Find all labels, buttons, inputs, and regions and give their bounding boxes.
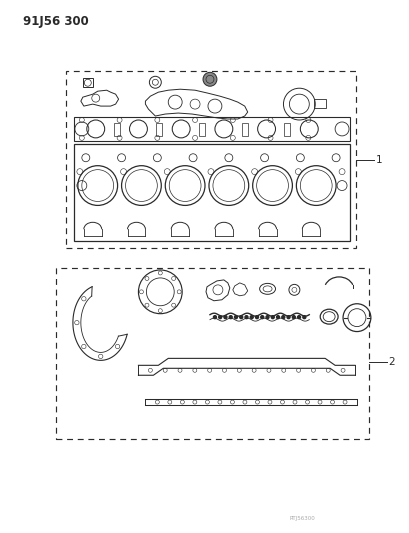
Circle shape [281,316,284,319]
Circle shape [302,316,305,319]
Circle shape [255,316,258,319]
Circle shape [218,316,221,319]
Bar [241,123,247,136]
Bar [74,117,349,141]
Bar [74,144,349,241]
Circle shape [276,316,279,319]
Circle shape [234,316,237,319]
Circle shape [245,316,247,319]
Circle shape [265,316,268,319]
Circle shape [223,316,227,319]
Circle shape [239,316,242,319]
Text: 2: 2 [388,357,394,367]
Circle shape [292,316,294,319]
Bar [156,123,162,136]
Circle shape [260,316,263,319]
Circle shape [213,316,216,319]
Circle shape [271,316,274,319]
Circle shape [286,316,289,319]
Bar [113,123,119,136]
Text: RTJ56300: RTJ56300 [289,516,315,521]
Circle shape [297,316,300,319]
Text: 1: 1 [375,155,382,165]
Text: 91J56 300: 91J56 300 [23,15,89,28]
Circle shape [249,316,253,319]
Bar [284,123,290,136]
Circle shape [229,316,231,319]
Circle shape [202,72,216,86]
Bar [198,123,204,136]
